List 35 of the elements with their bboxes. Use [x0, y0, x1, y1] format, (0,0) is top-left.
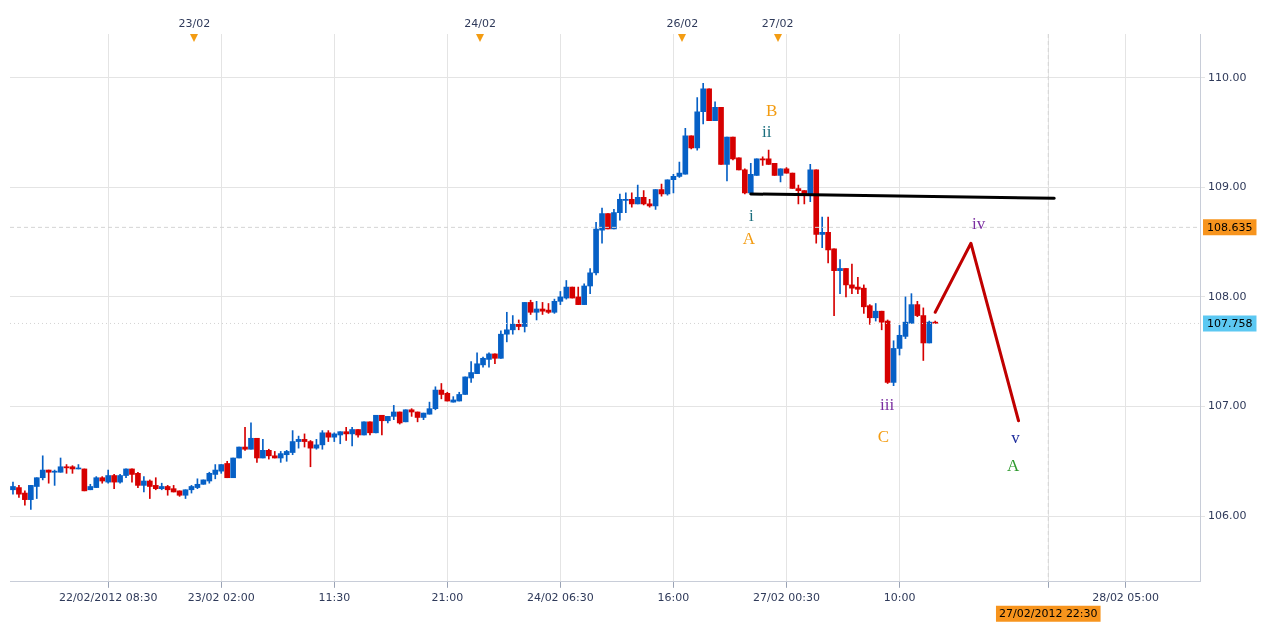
y-tick-label: 110.00	[1208, 70, 1247, 84]
text: 23/02	[178, 16, 211, 30]
annotation: iii	[879, 395, 895, 415]
x-tick-label: 16:00	[657, 591, 690, 605]
candlestick	[242, 426, 248, 451]
candlestick	[45, 469, 52, 484]
text: 24/02	[464, 16, 496, 30]
x-tick-label: 27/02/2012 22:30	[998, 607, 1098, 621]
annotation: A	[742, 229, 756, 249]
annotation: A	[1007, 455, 1021, 475]
x-tick-label: 10:00	[883, 591, 916, 605]
candlestick	[819, 216, 826, 248]
annotation: C	[877, 427, 890, 447]
x-tick-label: 27/02 00:30	[753, 591, 820, 605]
y-tick-label: 109.00	[1208, 180, 1247, 194]
text: 27/02	[761, 16, 794, 30]
annotation: iv	[972, 214, 986, 234]
annotation: v	[1011, 427, 1021, 447]
x-tick-label: 22/02/2012 08:30	[58, 591, 158, 605]
text: 26/02	[666, 16, 699, 30]
x-tick-label: 23/02 02:00	[187, 591, 255, 605]
y-tick-label: 106.00	[1208, 508, 1247, 522]
candlestick	[343, 426, 350, 441]
x-tick-label: 28/02 05:00	[1092, 591, 1160, 605]
ref-line-label: 108.635	[1206, 220, 1253, 234]
y-tick-label: 108.00	[1208, 289, 1247, 303]
x-tick-label: 11:30	[318, 591, 351, 605]
annotation: ii	[762, 122, 772, 142]
ref-line-label: 107.758	[1206, 316, 1253, 330]
candlestick	[837, 259, 843, 294]
annotation: i	[749, 206, 754, 226]
x-tick-label: 21:00	[431, 591, 464, 605]
annotation: B	[765, 101, 778, 121]
x-tick-label: 24/02 06:30	[526, 591, 594, 605]
y-tick-label: 107.00	[1208, 399, 1247, 413]
